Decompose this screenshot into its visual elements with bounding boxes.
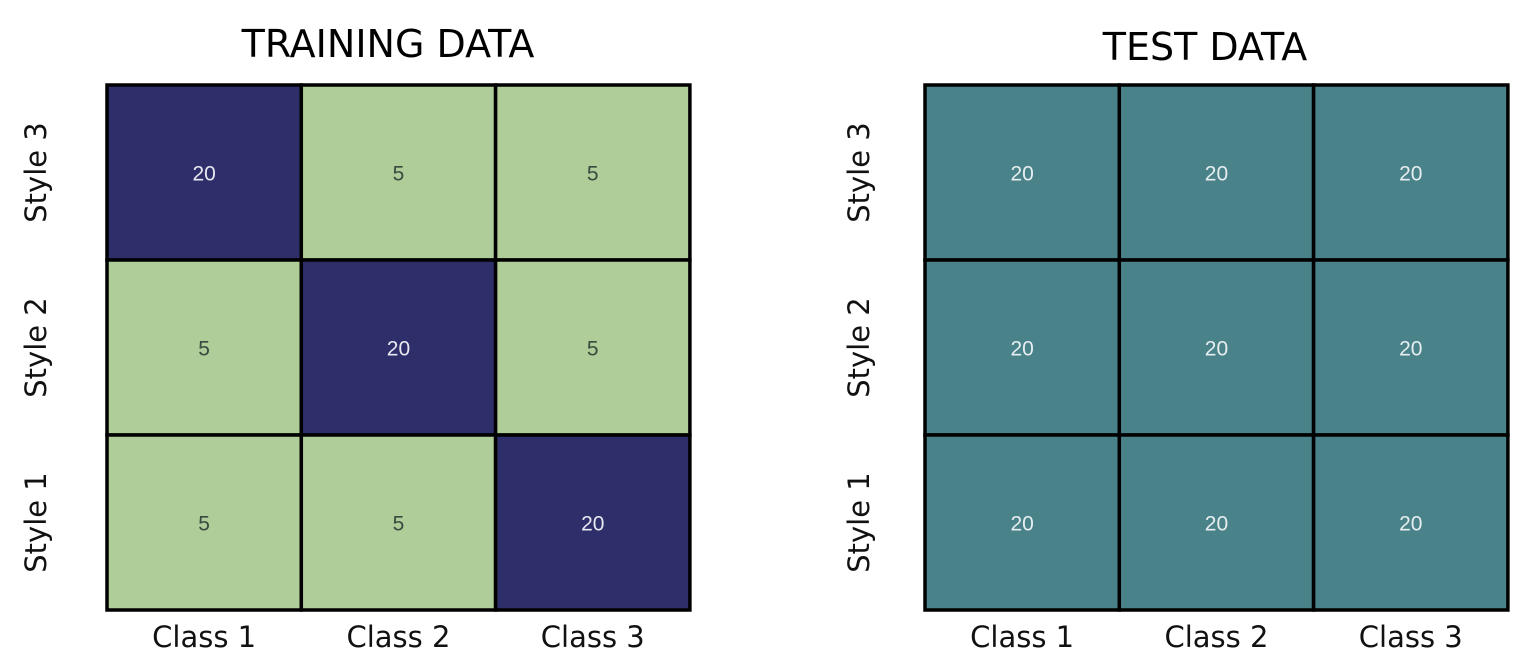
test-cell-label: 20 — [1205, 338, 1228, 361]
test-x-tick-label: Class 3 — [1359, 620, 1463, 654]
training-cell — [105, 83, 304, 262]
test-cell-label: 20 — [1010, 338, 1033, 361]
training-x-tick-label: Class 3 — [541, 620, 645, 654]
test-cell-label: 20 — [1010, 163, 1033, 186]
training-title: TRAINING DATA — [241, 22, 535, 66]
test-cell — [1117, 83, 1316, 262]
training-y-axis: Style 3 Style 2 Style 1 — [19, 122, 53, 573]
training-cell-label: 5 — [587, 163, 599, 186]
test-cell-label: 20 — [1399, 513, 1422, 536]
test-cell-label: 20 — [1010, 513, 1033, 536]
training-cells: 20 5 5 5 20 5 5 5 20 — [105, 83, 692, 612]
training-heatmap: TRAINING DATA 20 5 55 20 55 5 20 Style 3Style … — [19, 22, 692, 654]
test-y-tick-label: Style 1 — [842, 472, 876, 573]
training-cell — [493, 258, 692, 437]
training-x-axis: Class 1 Class 2 Class 3 — [152, 620, 645, 654]
test-cell — [1117, 433, 1316, 612]
test-y-axis: Style 3 Style 2 Style 1 — [842, 122, 876, 573]
training-y-tick-label: Style 1 — [19, 472, 53, 573]
test-x-tick-label: Class 1 — [970, 620, 1074, 654]
test-cell-label: 20 — [1399, 163, 1422, 186]
test-y-tick-label: Style 3 — [842, 122, 876, 223]
training-cell-label: 5 — [587, 338, 599, 361]
test-cell — [1311, 433, 1510, 612]
test-cell-label: 20 — [1205, 513, 1228, 536]
test-x-axis: Class 1 Class 2 Class 3 — [970, 620, 1463, 654]
training-cell — [299, 433, 498, 612]
training-x-tick-label: Class 2 — [346, 620, 450, 654]
test-cells: 20 20 20 20 20 20 20 20 20 — [923, 83, 1510, 612]
training-cell-label: 20 — [581, 513, 604, 536]
test-cell-label: 20 — [1399, 338, 1422, 361]
test-y-tick-label: Style 2 — [842, 297, 876, 398]
test-cell-label: 20 — [1205, 163, 1228, 186]
test-title: TEST DATA — [1102, 25, 1308, 69]
test-cell — [1117, 258, 1316, 437]
training-cell-label: 5 — [393, 163, 405, 186]
training-cell-label: 20 — [387, 338, 410, 361]
training-cell-label: 5 — [393, 513, 405, 536]
training-cell — [299, 83, 498, 262]
test-cell — [1311, 258, 1510, 437]
training-cell — [493, 83, 692, 262]
test-cell — [1311, 83, 1510, 262]
training-y-tick-label: Style 3 — [19, 122, 53, 223]
training-cell-label: 5 — [198, 513, 210, 536]
test-x-tick-label: Class 2 — [1164, 620, 1268, 654]
training-cell-label: 5 — [198, 338, 210, 361]
training-x-tick-label: Class 1 — [152, 620, 256, 654]
training-y-tick-label: Style 2 — [19, 297, 53, 398]
training-cell-label: 20 — [192, 163, 215, 186]
